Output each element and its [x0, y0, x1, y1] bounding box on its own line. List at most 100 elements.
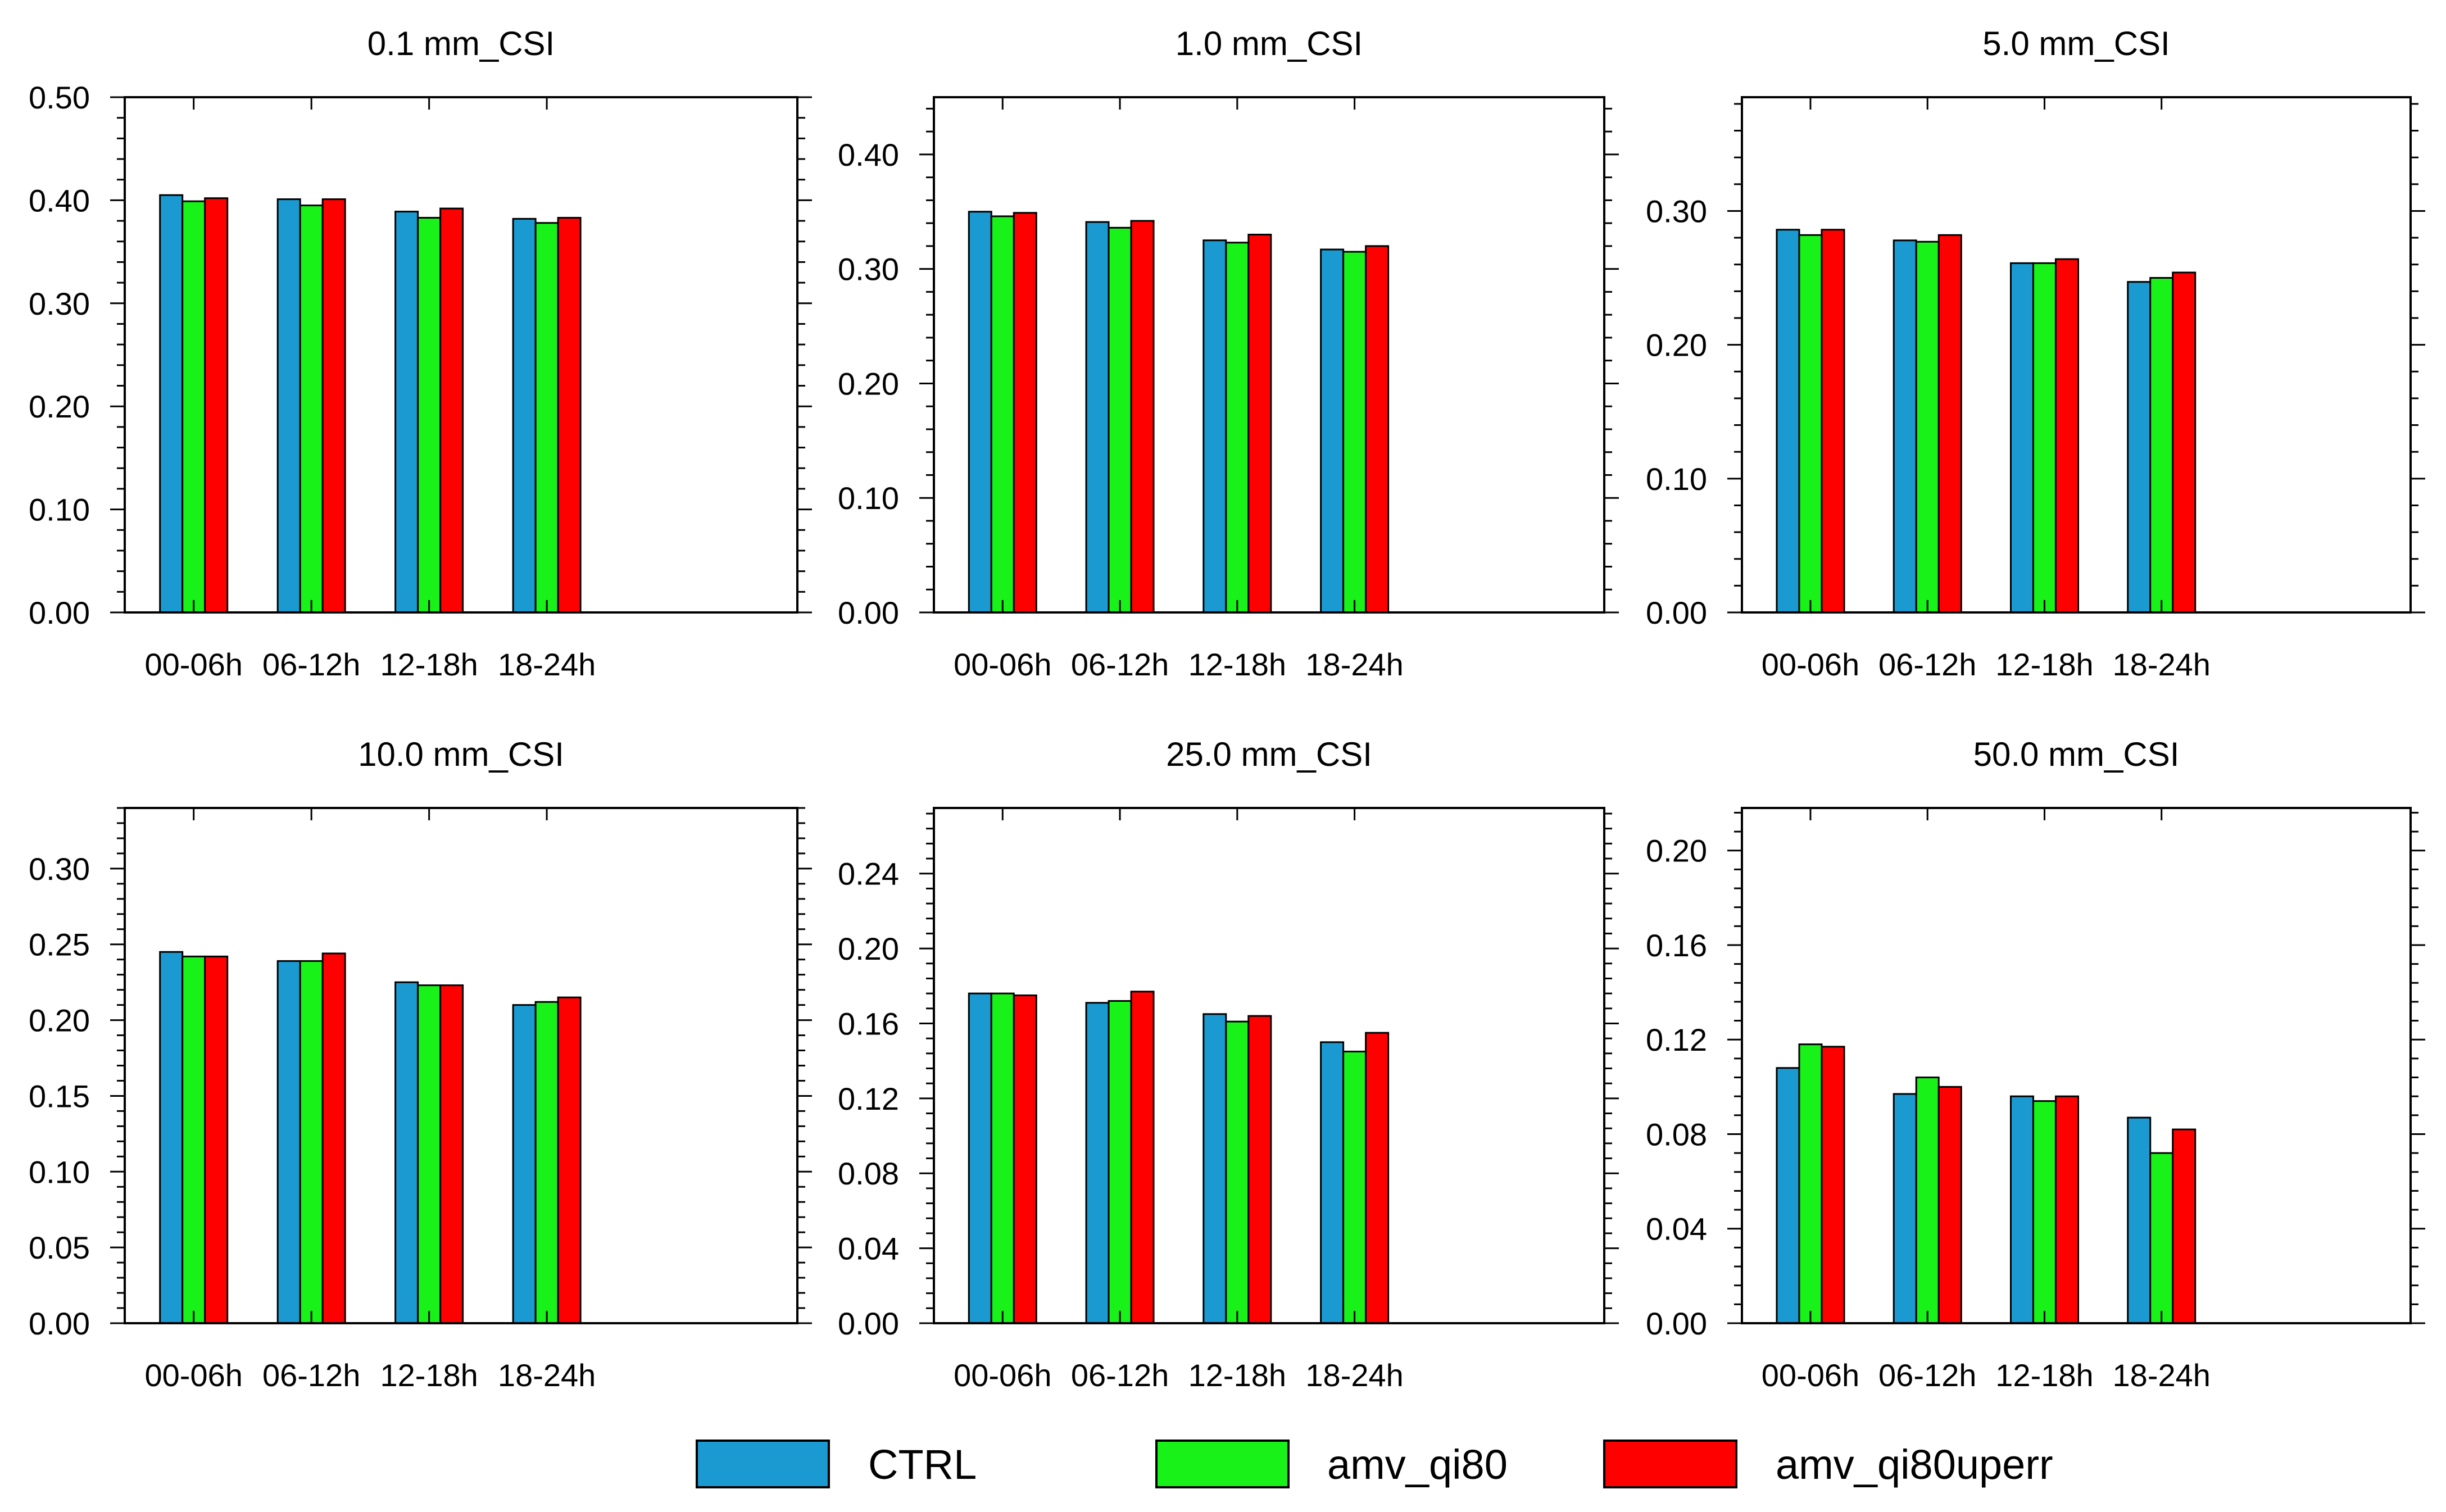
- bar-amv-qi80-18-24h: [2149, 277, 2174, 614]
- panel-title: 1.0 mm_CSI: [1176, 25, 1363, 62]
- plot-frame: [933, 807, 1605, 1324]
- legend: CTRL amv_qi80 amv_qi80uperr: [696, 1440, 2053, 1488]
- bar-amv-qi80-18-24h: [534, 1001, 559, 1324]
- bar-ctrl-18-24h: [2127, 1116, 2152, 1324]
- bar-amv-qi80-00-06h: [990, 215, 1015, 614]
- panel-title: 50.0 mm_CSI: [1973, 735, 2180, 773]
- y-tick-label: 0.00: [838, 1306, 899, 1341]
- bar-amv-qi80uperr-06-12h: [321, 198, 346, 614]
- x-tick-label: 00-06h: [145, 1357, 243, 1393]
- y-tick-label: 0.00: [1646, 1306, 1707, 1341]
- x-tick-label: 12-18h: [1995, 647, 2093, 682]
- y-tick-label: 0.50: [29, 80, 90, 115]
- y-tick-label: 0.05: [29, 1230, 90, 1265]
- bar-ctrl-18-24h: [1320, 1041, 1345, 1324]
- legend-label: CTRL: [868, 1441, 977, 1488]
- bar-ctrl-12-18h: [2009, 1095, 2034, 1324]
- legend-label: amv_qi80: [1327, 1441, 1508, 1488]
- legend-item-amv-qi80: amv_qi80: [1155, 1440, 1508, 1488]
- x-tick-label: 00-06h: [954, 1357, 1051, 1393]
- y-tick-label: 0.25: [29, 927, 90, 962]
- bar-amv-qi80uperr-12-18h: [2054, 1095, 2079, 1324]
- bar-amv-qi80-12-18h: [417, 217, 442, 614]
- bar-ctrl-00-06h: [159, 194, 184, 614]
- bar-ctrl-06-12h: [1893, 239, 1917, 614]
- y-tick-label: 0.10: [29, 492, 90, 528]
- x-tick-label: 00-06h: [1762, 1357, 1859, 1393]
- y-tick-label: 0.40: [838, 137, 899, 172]
- y-tick-label: 0.00: [1646, 595, 1707, 630]
- y-tick-label: 0.16: [1646, 928, 1707, 963]
- bar-amv-qi80uperr-06-12h: [1130, 220, 1155, 614]
- bar-amv-qi80uperr-00-06h: [1013, 212, 1037, 614]
- y-tick-label: 0.12: [1646, 1022, 1707, 1057]
- bar-amv-qi80uperr-18-24h: [1365, 245, 1390, 614]
- panel-title: 0.1 mm_CSI: [367, 25, 555, 62]
- legend-item-ctrl: CTRL: [696, 1440, 977, 1488]
- bar-amv-qi80uperr-12-18h: [439, 984, 464, 1324]
- bar-amv-qi80-18-24h: [534, 222, 559, 614]
- bar-amv-qi80uperr-00-06h: [1013, 994, 1037, 1324]
- bar-amv-qi80uperr-00-06h: [204, 197, 229, 614]
- bar-ctrl-06-12h: [1893, 1093, 1917, 1324]
- panel-title: 10.0 mm_CSI: [358, 735, 564, 773]
- bar-amv-qi80uperr-06-12h: [1937, 1086, 1962, 1324]
- bar-amv-qi80-00-06h: [181, 955, 206, 1324]
- bar-amv-qi80uperr-18-24h: [557, 996, 582, 1324]
- x-tick-label: 18-24h: [2113, 1357, 2211, 1393]
- bar-amv-qi80-00-06h: [1798, 1043, 1823, 1324]
- y-tick-label: 0.40: [29, 183, 90, 218]
- bar-amv-qi80-12-18h: [2032, 1100, 2057, 1324]
- bar-amv-qi80uperr-06-12h: [1937, 234, 1962, 614]
- y-tick-label: 0.15: [29, 1078, 90, 1114]
- bar-ctrl-06-12h: [1085, 221, 1110, 614]
- y-tick-label: 0.24: [838, 856, 899, 892]
- x-tick-label: 06-12h: [262, 1357, 360, 1393]
- x-tick-label: 12-18h: [380, 647, 478, 682]
- x-tick-label: 06-12h: [1878, 1357, 1976, 1393]
- bar-ctrl-12-18h: [394, 981, 419, 1324]
- bar-amv-qi80uperr-12-18h: [439, 207, 464, 614]
- bar-amv-qi80-00-06h: [990, 992, 1015, 1324]
- x-tick-label: 00-06h: [145, 647, 243, 682]
- bar-ctrl-00-06h: [1776, 229, 1800, 614]
- bar-ctrl-06-12h: [276, 198, 301, 614]
- x-tick-label: 06-12h: [1878, 647, 1976, 682]
- chart-panels: 0.1 mm_CSI 00-06h 06-12h 12-18h 18-24h 0.00 0.…: [29, 25, 2425, 1393]
- bar-amv-qi80uperr-18-24h: [1365, 1032, 1390, 1324]
- x-tick-label: 12-18h: [380, 1357, 478, 1393]
- y-tick-label: 0.10: [1646, 461, 1707, 497]
- legend-swatch: [696, 1440, 830, 1488]
- x-tick-label: 06-12h: [1071, 1357, 1169, 1393]
- x-tick-label: 06-12h: [262, 647, 360, 682]
- plot-frame: [933, 96, 1605, 614]
- x-tick-label: 00-06h: [954, 647, 1051, 682]
- panel-0-1-mm-csi: 0.1 mm_CSI 00-06h 06-12h 12-18h 18-24h 0.00 0.…: [29, 25, 812, 682]
- bar-amv-qi80uperr-12-18h: [2054, 258, 2079, 614]
- panel-5-0-mm-csi: 5.0 mm_CSI 00-06h 06-12h 12-18h 18-24h 0.00 0.…: [1646, 25, 2425, 682]
- bar-amv-qi80-12-18h: [417, 984, 442, 1324]
- bar-ctrl-18-24h: [1320, 248, 1345, 614]
- bar-amv-qi80-12-18h: [1225, 242, 1250, 614]
- bar-amv-qi80uperr-18-24h: [2172, 1128, 2197, 1324]
- bar-ctrl-12-18h: [1202, 239, 1227, 614]
- bar-ctrl-18-24h: [512, 217, 537, 614]
- y-tick-label: 0.10: [29, 1154, 90, 1189]
- x-tick-label: 18-24h: [498, 1357, 596, 1393]
- x-tick-label: 06-12h: [1071, 647, 1169, 682]
- bar-amv-qi80-00-06h: [1798, 234, 1823, 614]
- y-tick-label: 0.20: [1646, 833, 1707, 869]
- bar-ctrl-00-06h: [1776, 1067, 1800, 1324]
- y-tick-label: 0.30: [838, 252, 899, 287]
- plot-frame: [1741, 96, 2412, 614]
- x-tick-label: 18-24h: [2113, 647, 2211, 682]
- y-tick-label: 0.04: [1646, 1211, 1707, 1247]
- y-tick-label: 0.16: [838, 1006, 899, 1041]
- x-tick-label: 18-24h: [498, 647, 596, 682]
- plot-frame: [124, 807, 798, 1324]
- bar-ctrl-18-24h: [512, 1004, 537, 1324]
- bar-amv-qi80-06-12h: [1915, 1077, 1940, 1324]
- panel-10-0-mm-csi: 10.0 mm_CSI 00-06h 06-12h 12-18h 18-24h 0.00 0…: [29, 735, 812, 1393]
- panel-50-0-mm-csi: 50.0 mm_CSI 00-06h 06-12h 12-18h 18-24h 0.00 0…: [1646, 735, 2425, 1393]
